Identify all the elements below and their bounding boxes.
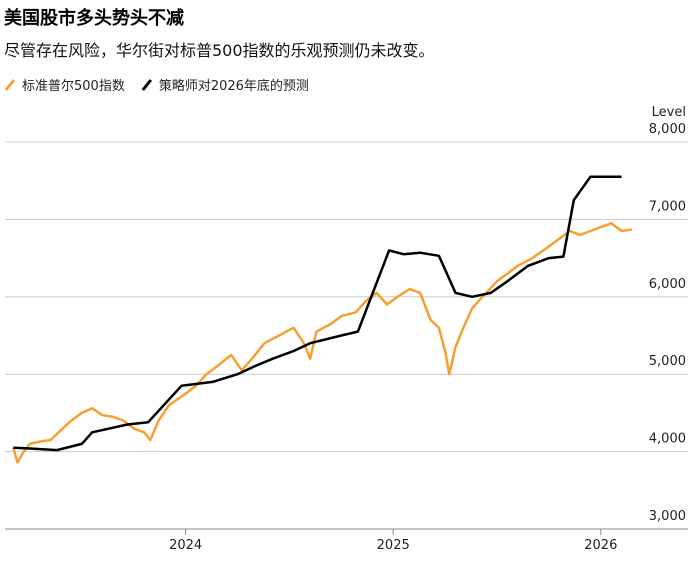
x-tick-label: 2025 [377,538,410,553]
x-tick-label: 2024 [169,538,202,553]
y-tick-label: 7,000 [649,199,686,214]
legend-swatch [4,79,16,91]
chart-title: 美国股市多头势头不减 [4,7,184,29]
series-line [12,222,633,464]
y-tick-label: 8,000 [649,122,686,137]
chart-subtitle: 尽管存在风险，华尔街对标普500指数的乐观预测仍未改变。 [4,41,435,60]
y-tick-label: 3,000 [649,509,686,524]
series-line [13,175,622,452]
y-axis-label: Level [652,105,686,120]
legend-swatch [141,79,152,91]
x-tick-label: 2026 [584,538,617,553]
y-tick-label: 6,000 [649,277,686,292]
y-tick-label: 4,000 [649,432,686,447]
y-tick-label: 5,000 [649,354,686,369]
legend-label: 标准普尔500指数 [22,79,125,94]
legend-label: 策略师对2026年底的预测 [159,78,309,94]
